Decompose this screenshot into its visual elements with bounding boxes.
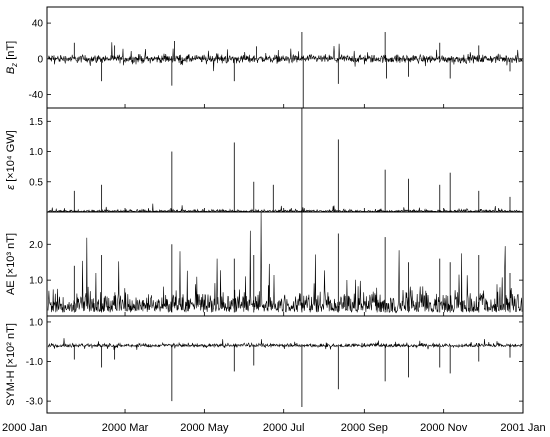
xtick-label: 2001 Jan [500, 422, 545, 434]
panel-ae: 2.0 1.0 AE [×10³ nT] [5, 211, 524, 317]
chart-panels: 40 0 -40 Bz [nT] 1.5 1.0 0.5 ε [×10⁴ GW] 2.0 1.0 A… [5, 6, 524, 414]
series-trace-ae [47, 212, 523, 314]
ytick-label: -40 [29, 90, 44, 101]
panel-frame [46, 315, 524, 414]
ytick-label: 0 [37, 54, 43, 65]
ytick-label: 2.0 [29, 240, 43, 251]
ylabel-main: AE [5, 280, 17, 295]
panel-symh: 1.0 -1.0 -3.0 SYM-H [×10² nT] [5, 315, 524, 414]
ylabel-symh: SYM-H [×10² nT] [5, 323, 17, 406]
ylabel-epsilon: ε [×10⁴ GW] [5, 130, 17, 189]
series-trace-symh [47, 338, 523, 350]
ylabel-main: B [5, 67, 17, 74]
panel-frame [46, 107, 524, 213]
ytick-label: 1.0 [29, 147, 43, 158]
ylabel-unit: [×10⁴ GW] [5, 130, 17, 185]
xtick-label: 2000 Mar [102, 422, 149, 434]
ylabel-unit: [×10³ nT] [5, 233, 17, 280]
series-trace-bz [47, 42, 523, 72]
xtick-label: 2000 Nov [420, 422, 468, 434]
ytick-label: 1.0 [29, 276, 43, 287]
x-axis: 2000 Jan 2000 Mar 2000 May 2000 Jul 2000 Sep… [2, 104, 546, 434]
ytick-label: -1.0 [26, 357, 44, 368]
ytick-label: -3.0 [26, 397, 44, 408]
ylabel-bz: Bz [nT] [5, 41, 19, 74]
xtick-label: 2000 Sep [341, 422, 388, 434]
ylabel-subscript: z [10, 63, 19, 68]
ytick-label: 40 [32, 19, 44, 30]
ylabel-unit: [nT] [5, 41, 17, 63]
panel-bz: 40 0 -40 Bz [nT] [5, 6, 524, 109]
xtick-label: 2000 Jul [263, 422, 305, 434]
xtick-label: 2000 Jan [2, 422, 47, 434]
ytick-label: 1.0 [29, 317, 43, 328]
ylabel-main: ε [5, 185, 17, 190]
series-trace-epsilon [47, 203, 523, 213]
ylabel-main: SYM-H [5, 370, 17, 406]
ytick-label: 1.5 [29, 117, 43, 128]
ylabel-ae: AE [×10³ nT] [5, 233, 17, 295]
ytick-label: 0.5 [29, 177, 43, 188]
panel-epsilon: 1.5 1.0 0.5 ε [×10⁴ GW] [5, 107, 524, 213]
ylabel-unit: [×10² nT] [5, 323, 17, 370]
xtick-label: 2000 May [180, 422, 229, 434]
